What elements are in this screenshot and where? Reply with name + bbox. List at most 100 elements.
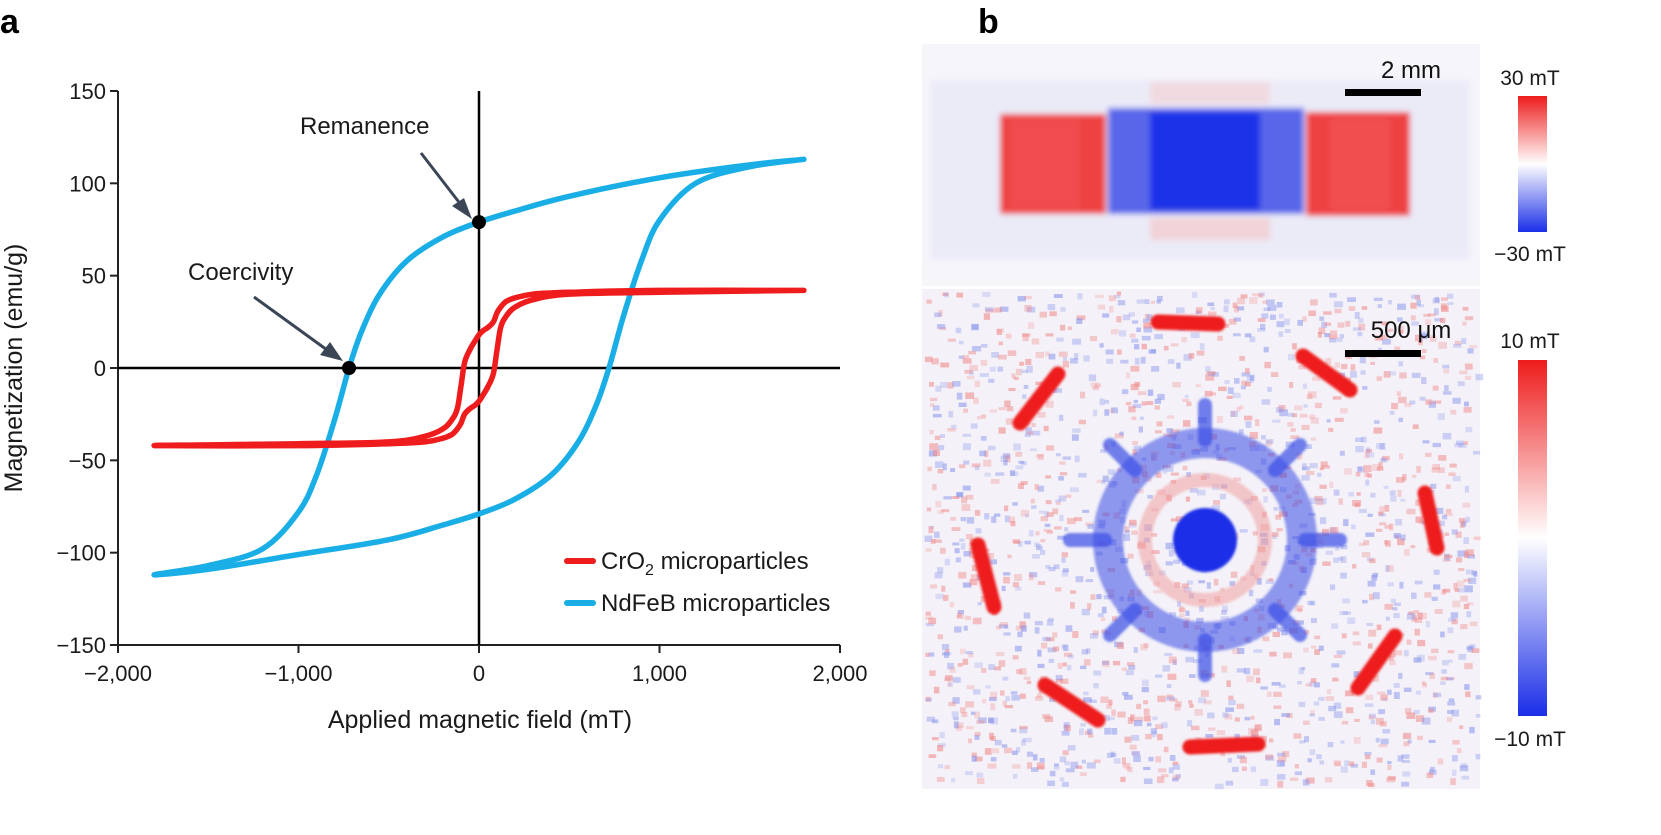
noise-speck [1295,605,1304,611]
noise-speck [1035,381,1044,386]
noise-speck [1053,388,1063,393]
noise-speck [952,381,961,387]
noise-speck [970,574,979,581]
scale-bar-top [1345,89,1421,96]
noise-speck [1172,382,1181,388]
noise-speck [1005,418,1013,425]
noise-speck [1434,609,1443,614]
noise-speck [956,292,964,298]
field-maps-panel: 2 mm [922,44,1566,790]
noise-speck [1448,617,1456,622]
noise-speck [1188,700,1193,704]
noise-speck [1410,302,1417,309]
noise-speck [1427,655,1437,661]
noise-speck [1322,561,1331,566]
noise-speck [1015,586,1022,591]
noise-speck [1150,300,1155,304]
noise-speck [1131,416,1137,421]
noise-speck [1175,701,1182,707]
noise-speck [1384,603,1393,610]
noise-speck [1067,654,1074,659]
noise-speck [1456,557,1463,563]
noise-speck [999,622,1008,627]
noise-speck [1018,541,1023,547]
noise-speck [1303,720,1310,725]
noise-speck [950,516,957,521]
noise-speck [1458,587,1465,593]
noise-speck [935,385,942,392]
noise-speck [1166,465,1174,472]
noise-speck [1432,692,1438,698]
noise-speck [1010,521,1016,527]
noise-speck [1010,728,1017,733]
noise-speck [1223,299,1230,305]
noise-speck [1146,314,1153,321]
noise-speck [1260,778,1269,786]
noise-speck [1272,625,1278,630]
noise-speck [1248,727,1257,735]
noise-speck [1110,751,1115,757]
noise-speck [1437,758,1444,765]
noise-speck [928,450,937,457]
noise-speck [1281,713,1290,717]
noise-speck [941,509,950,513]
noise-speck [1239,405,1244,410]
noise-speck [966,685,975,690]
noise-speck [1106,752,1113,758]
noise-speck [933,539,942,543]
noise-speck [1175,774,1181,779]
noise-speck [1407,739,1412,744]
noise-speck [1364,472,1369,478]
noise-speck [1233,317,1241,322]
noise-speck [1207,712,1215,719]
noise-speck [1048,353,1056,360]
noise-speck [1154,430,1162,434]
noise-speck [1393,533,1401,539]
noise-speck [1003,576,1010,584]
noise-speck [1157,734,1163,741]
noise-speck [1338,557,1344,561]
noise-speck [1095,294,1104,298]
noise-speck [1441,660,1449,666]
noise-speck [1448,472,1456,476]
noise-speck [1061,557,1066,563]
noise-speck [1100,449,1107,453]
noise-speck [972,303,980,308]
noise-speck [1273,691,1282,697]
noise-speck [1367,473,1372,478]
noise-speck [1083,355,1090,362]
noise-speck [987,445,996,451]
noise-speck [1195,307,1203,314]
noise-speck [1452,475,1461,482]
noise-speck [1022,336,1029,342]
noise-speck [1079,772,1087,776]
noise-speck [1045,565,1051,569]
noise-speck [1308,310,1316,317]
noise-speck [1076,315,1086,321]
noise-speck [1276,321,1285,328]
noise-speck [1207,302,1215,307]
noise-speck [1024,304,1032,312]
noise-speck [1037,454,1044,461]
noise-speck [1020,481,1028,485]
noise-speck [1376,376,1383,381]
noise-speck [1406,712,1416,719]
noise-speck [1003,747,1013,754]
noise-speck [955,557,961,563]
noise-speck [968,350,976,355]
noise-speck [1275,407,1283,413]
noise-speck [1406,613,1416,620]
noise-speck [1353,671,1359,678]
noise-speck [1012,655,1019,660]
noise-speck [1355,471,1361,477]
noise-speck [1026,306,1036,313]
noise-speck [1357,466,1363,472]
noise-speck [982,291,991,297]
noise-speck [1432,298,1440,304]
noise-speck [1412,474,1417,478]
noise-speck [1070,602,1075,609]
noise-speck [965,494,974,500]
noise-speck [1443,368,1450,374]
noise-speck [1262,300,1267,304]
noise-speck [1466,611,1472,618]
